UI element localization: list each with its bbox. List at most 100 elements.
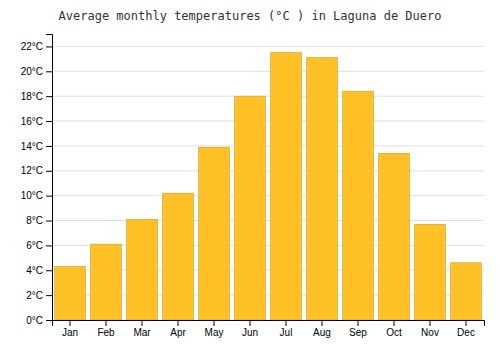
x-axis: Jan Feb Mar Apr May Jun Jul Aug Sep Oct Nov Dec	[53, 320, 485, 338]
bar	[235, 96, 266, 320]
bar	[415, 224, 446, 320]
x-tick-label: Jun	[242, 327, 258, 338]
x-tick-mark	[394, 320, 395, 326]
grid-line	[52, 121, 484, 122]
y-tick-mark	[46, 245, 52, 246]
x-tick-label: Feb	[97, 327, 115, 338]
x-tick-label: Sep	[349, 327, 367, 338]
x-tick-label: Dec	[457, 327, 475, 338]
grid-line	[52, 195, 484, 196]
x-tick-label: Aug	[313, 327, 331, 338]
y-tick-label: 8°C	[26, 215, 43, 226]
x-tick-label: Jan	[62, 327, 78, 338]
y-tick: 16°C	[21, 116, 52, 127]
y-tick-label: 22°C	[21, 41, 43, 52]
y-tick: 12°C	[21, 165, 52, 176]
x-tick-mark	[250, 320, 251, 326]
x-tick-label: Oct	[386, 327, 402, 338]
y-tick-label: 4°C	[26, 265, 43, 276]
y-tick-mark	[46, 121, 52, 122]
y-tick: 6°C	[26, 240, 52, 251]
x-tick: Feb	[97, 320, 115, 338]
grid	[52, 46, 484, 320]
x-tick: Dec	[457, 320, 475, 338]
y-tick: 10°C	[21, 190, 52, 201]
grid-line	[52, 220, 484, 221]
x-tick-mark	[286, 320, 287, 326]
bar	[55, 267, 86, 320]
y-tick: 18°C	[21, 91, 52, 102]
x-tick: Jan	[62, 320, 78, 338]
bar	[307, 58, 338, 320]
y-tick-mark	[46, 320, 52, 321]
y-tick-label: 20°C	[21, 66, 43, 77]
y-tick: 20°C	[21, 66, 52, 77]
y-tick: 4°C	[26, 265, 52, 276]
bar	[199, 147, 230, 320]
x-tick: Sep	[349, 320, 367, 338]
x-tick-mark	[214, 320, 215, 326]
plot: Jan Feb Mar Apr May Jun Jul Aug Sep Oct Nov Dec 0°C 2…	[21, 35, 485, 339]
y-tick-mark	[46, 46, 52, 47]
y-tick-label: 18°C	[21, 91, 43, 102]
y-tick-mark	[46, 171, 52, 172]
y-tick: 22°C	[21, 41, 52, 52]
grid-line	[52, 170, 484, 171]
x-tick-mark	[178, 320, 179, 326]
x-axis-line	[53, 321, 485, 327]
y-tick-mark	[46, 221, 52, 222]
bar	[91, 244, 122, 320]
y-tick-label: 16°C	[21, 116, 43, 127]
y-axis: 0°C 2°C 4°C 6°C 8°C 10°C 12°C 14°C 16°C 18°C 20°C 2…	[21, 35, 53, 326]
y-tick: 2°C	[26, 290, 52, 301]
y-tick-label: 14°C	[21, 141, 43, 152]
y-tick-label: 2°C	[26, 290, 43, 301]
bars	[55, 53, 482, 320]
y-tick: 14°C	[21, 141, 52, 152]
x-tick-mark	[358, 320, 359, 326]
bar	[451, 263, 482, 320]
grid-line	[52, 46, 484, 47]
y-axis-line	[46, 35, 53, 321]
y-tick-label: 10°C	[21, 190, 43, 201]
x-tick: Jul	[280, 320, 293, 338]
bar	[271, 53, 302, 320]
y-tick-label: 12°C	[21, 165, 43, 176]
y-tick-label: 6°C	[26, 240, 43, 251]
bar	[127, 219, 158, 320]
x-tick: May	[205, 320, 224, 338]
x-tick: Nov	[421, 320, 439, 338]
y-tick-mark	[46, 196, 52, 197]
grid-line	[52, 71, 484, 72]
x-tick: Apr	[170, 320, 186, 338]
x-tick-mark	[466, 320, 467, 326]
x-tick-label: Nov	[421, 327, 439, 338]
x-tick: Mar	[133, 320, 151, 338]
y-tick-mark	[46, 71, 52, 72]
grid-line	[52, 145, 484, 146]
y-tick-mark	[46, 146, 52, 147]
y-tick-mark	[46, 270, 52, 271]
grid-line	[52, 96, 484, 97]
x-tick: Aug	[313, 320, 331, 338]
x-tick-mark	[322, 320, 323, 326]
y-tick: 8°C	[26, 215, 52, 226]
x-tick-mark	[430, 320, 431, 326]
x-tick-label: Apr	[170, 327, 186, 338]
x-tick-label: May	[205, 327, 224, 338]
y-tick-mark	[46, 295, 52, 296]
y-tick-label: 0°C	[26, 315, 43, 326]
y-tick-mark	[46, 96, 52, 97]
x-tick-mark	[142, 320, 143, 326]
bar	[163, 193, 194, 320]
bar	[379, 153, 410, 320]
x-tick: Oct	[386, 320, 402, 338]
x-tick-label: Jul	[280, 327, 293, 338]
x-tick-label: Mar	[133, 327, 151, 338]
chart: Jan Feb Mar Apr May Jun Jul Aug Sep Oct Nov Dec 0°C 2…	[0, 0, 500, 350]
title: Average monthly temperatures (°C ) in La…	[59, 9, 442, 23]
x-tick-mark	[106, 320, 107, 326]
x-tick: Jun	[242, 320, 258, 338]
bar	[343, 91, 374, 320]
x-tick-mark	[70, 320, 71, 326]
